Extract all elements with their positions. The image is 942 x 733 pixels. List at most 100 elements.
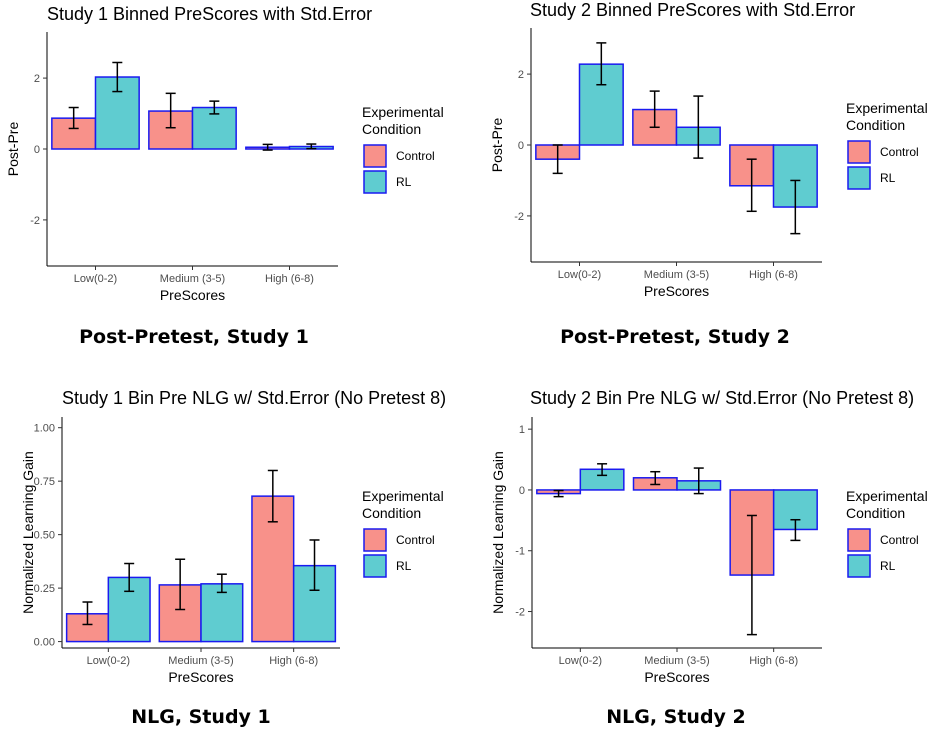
error-bar-rl-0 — [597, 463, 608, 477]
x-axis-title: PreScores — [168, 669, 233, 685]
legend-label-control: Control — [880, 145, 919, 159]
x-tick-label: Low(0-2) — [559, 655, 602, 667]
legend-title-line1: Experimental — [846, 488, 928, 504]
x-tick-label: High (6-8) — [749, 655, 798, 667]
error-bar-rl-0 — [124, 562, 135, 593]
legend-title-line2: Condition — [362, 121, 421, 137]
legend-title-line1: Experimental — [362, 488, 444, 504]
error-bar-rl-2 — [790, 518, 801, 542]
error-bar-control-1 — [165, 92, 176, 129]
legend-key-control — [847, 528, 871, 552]
caption-post-pretest-study1: Post-Pretest, Study 1 — [79, 326, 309, 348]
error-bar-control-2 — [267, 469, 278, 523]
y-tick-label: 0 — [518, 140, 524, 152]
chart-title: Study 2 Binned PreScores with Std.Error — [530, 0, 855, 20]
y-tick-label: 1.00 — [34, 423, 55, 435]
chart-study1-nlg: Study 1 Bin Pre NLG w/ Std.Error (No Pre… — [0, 380, 471, 690]
error-bar-control-1 — [649, 90, 660, 129]
legend-title-line2: Condition — [846, 505, 905, 521]
y-tick-label: -2 — [514, 211, 524, 223]
error-bar-control-0 — [553, 489, 564, 498]
x-axis-title: PreScores — [644, 283, 709, 299]
error-bar-control-2 — [262, 143, 273, 151]
x-axis-title: PreScores — [644, 669, 709, 685]
y-axis-title: Post-Pre — [489, 118, 505, 173]
chart-study2-postpre: Study 2 Binned PreScores with Std.Error -… — [471, 0, 942, 300]
y-tick-label: -2 — [30, 215, 40, 227]
legend-label-control: Control — [396, 149, 435, 163]
error-bar-rl-0 — [112, 61, 123, 93]
x-axis-title: PreScores — [160, 287, 225, 303]
legend-label-rl: RL — [880, 559, 896, 573]
legend-key-rl — [363, 170, 387, 194]
legend-label-control: Control — [396, 533, 435, 547]
y-tick-label: 0.00 — [34, 637, 55, 649]
chart-svg: Study 2 Bin Pre NLG w/ Std.Error (No Pre… — [490, 388, 928, 685]
bar-control-0 — [65, 613, 110, 643]
y-axis-title: Post-Pre — [5, 122, 21, 177]
error-bar-rl-2 — [309, 539, 320, 591]
chart-title: Study 2 Bin Pre NLG w/ Std.Error (No Pre… — [530, 388, 914, 408]
y-tick-label: 0.25 — [34, 583, 55, 595]
error-bar-rl-1 — [216, 573, 227, 594]
legend-title-line2: Condition — [362, 505, 421, 521]
legend-label-rl: RL — [396, 559, 412, 573]
x-tick-label: Medium (3-5) — [644, 655, 709, 667]
y-tick-label: 0.50 — [34, 530, 55, 542]
legend-key-control — [847, 140, 871, 164]
caption-nlg-study1: NLG, Study 1 — [131, 706, 271, 728]
y-tick-label: -2 — [515, 607, 525, 619]
legend-key-rl — [847, 554, 871, 578]
legend-label-rl: RL — [396, 175, 412, 189]
y-tick-label: -1 — [515, 546, 525, 558]
chart-study1-postpre: Study 1 Binned PreScores with Std.Error -… — [0, 0, 471, 303]
error-bar-control-1 — [175, 558, 186, 611]
error-bar-rl-1 — [209, 100, 220, 115]
y-tick-label: 1 — [519, 424, 525, 436]
error-bar-control-2 — [746, 514, 757, 636]
legend-key-control — [363, 144, 387, 168]
chart-study2-nlg: Study 2 Bin Pre NLG w/ Std.Error (No Pre… — [471, 380, 942, 690]
chart-svg: Study 2 Binned PreScores with Std.Error -… — [489, 0, 928, 299]
chart-svg: Study 1 Bin Pre NLG w/ Std.Error (No Pre… — [20, 388, 446, 685]
x-tick-label: Low(0-2) — [87, 655, 130, 667]
legend-title-line1: Experimental — [846, 100, 928, 116]
x-tick-label: Medium (3-5) — [160, 273, 225, 285]
caption-nlg-study2: NLG, Study 2 — [606, 706, 746, 728]
error-bar-control-0 — [82, 601, 93, 626]
chart-svg: Study 1 Binned PreScores with Std.Error -… — [5, 4, 444, 303]
error-bar-rl-2 — [790, 179, 801, 235]
x-tick-label: Low(0-2) — [74, 273, 117, 285]
x-tick-label: High (6-8) — [265, 273, 314, 285]
legend-key-rl — [363, 554, 387, 578]
error-bar-control-0 — [68, 106, 79, 130]
y-axis-title: Normalized Learning Gain — [20, 451, 36, 614]
chart-title: Study 1 Binned PreScores with Std.Error — [47, 4, 372, 24]
y-tick-label: 2 — [34, 73, 40, 85]
y-tick-label: 0 — [34, 144, 40, 156]
legend-key-rl — [847, 166, 871, 190]
x-tick-label: Low(0-2) — [558, 269, 601, 281]
legend-key-control — [363, 528, 387, 552]
caption-post-pretest-study2: Post-Pretest, Study 2 — [560, 326, 790, 348]
y-tick-label: 0 — [519, 485, 525, 497]
error-bar-control-0 — [552, 144, 563, 175]
error-bar-rl-1 — [693, 467, 704, 495]
error-bar-rl-2 — [306, 143, 317, 150]
y-tick-label: 0.75 — [34, 476, 55, 488]
error-bar-rl-1 — [693, 95, 704, 159]
x-tick-label: Medium (3-5) — [168, 655, 233, 667]
legend-label-rl: RL — [880, 171, 896, 185]
error-bar-control-2 — [746, 158, 757, 213]
y-tick-label: 2 — [518, 69, 524, 81]
legend-label-control: Control — [880, 533, 919, 547]
legend-title-line2: Condition — [846, 117, 905, 133]
x-tick-label: High (6-8) — [749, 269, 798, 281]
error-bar-control-1 — [650, 470, 661, 486]
chart-title: Study 1 Bin Pre NLG w/ Std.Error (No Pre… — [62, 388, 446, 408]
x-tick-label: High (6-8) — [269, 655, 318, 667]
